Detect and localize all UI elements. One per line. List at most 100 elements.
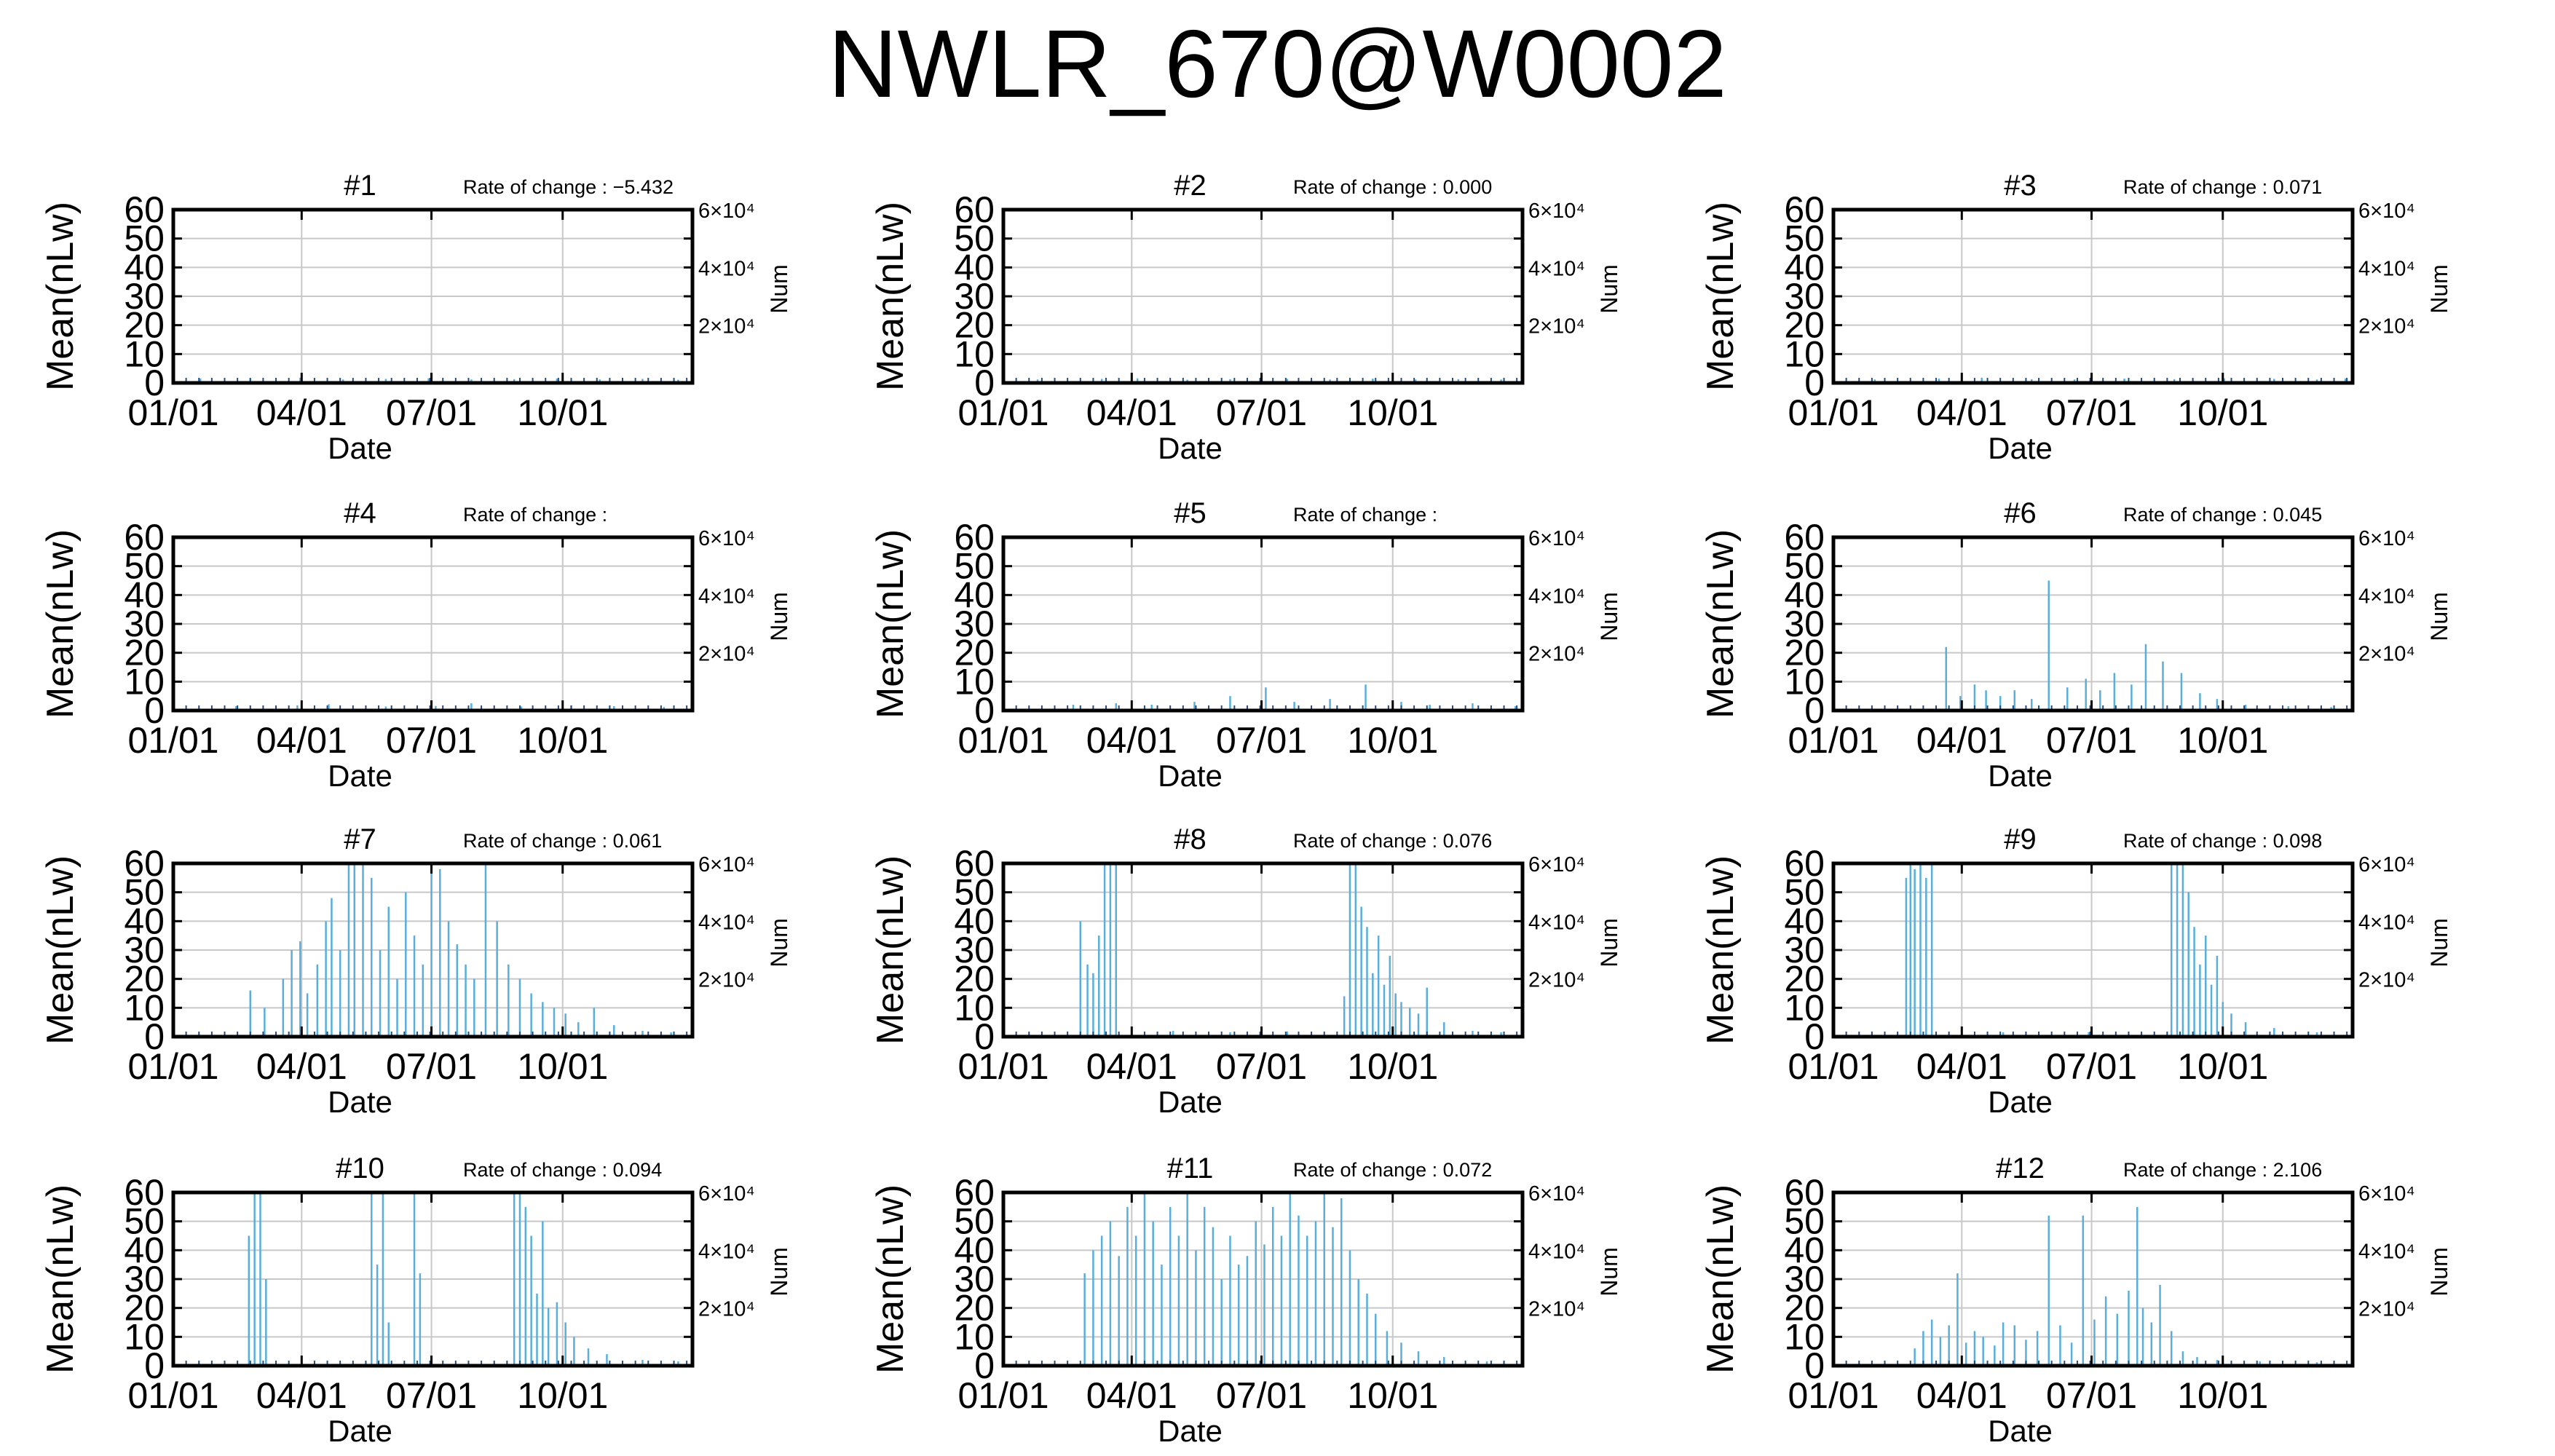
x-axis-label: Date (1988, 431, 2053, 465)
y-tick-label: 10 (124, 661, 165, 702)
rate-of-change: Rate of change : 0.072 (1293, 1159, 1492, 1181)
x-axis-label: Date (328, 1085, 392, 1119)
y2-tick-label: 4×10⁴ (2358, 1240, 2415, 1263)
y2-tick-label: 2×10⁴ (698, 643, 755, 666)
y-tick-label: 60 (954, 1172, 995, 1213)
x-tick-label: 10/01 (517, 1046, 608, 1087)
panel-title: #11 (1167, 1152, 1214, 1184)
panel-title: #2 (1174, 170, 1207, 202)
y-tick-label: 60 (124, 843, 165, 884)
y2-tick-label: 2×10⁴ (1528, 1298, 1585, 1321)
y2-axis-label: Num (1596, 592, 1622, 641)
y-tick-label: 40 (124, 247, 165, 288)
y-tick-label: 60 (1784, 843, 1825, 884)
y-axis-label: Mean(nLw) (869, 855, 912, 1045)
data-bars (1845, 580, 2348, 711)
y-tick-label: 10 (954, 661, 995, 702)
panel-title: #7 (344, 823, 376, 855)
panel-title: #12 (1996, 1152, 2045, 1184)
x-tick-label: 04/01 (1916, 1046, 2007, 1087)
x-tick-label: 07/01 (1216, 720, 1307, 761)
y-tick-label: 10 (1784, 333, 1825, 374)
y-tick-label: 30 (954, 604, 995, 644)
rate-of-change: Rate of change : 0.045 (2123, 504, 2322, 526)
y-tick-label: 40 (124, 901, 165, 941)
x-axis-label: Date (328, 759, 392, 793)
y2-tick-label: 6×10⁴ (698, 527, 755, 550)
y2-axis-label: Num (766, 264, 792, 314)
y2-tick-label: 4×10⁴ (2358, 911, 2415, 934)
panel-title: #10 (336, 1152, 384, 1184)
x-axis-label: Date (1988, 1085, 2053, 1119)
x-tick-label: 04/01 (1086, 720, 1177, 761)
y2-tick-label: 2×10⁴ (2358, 969, 2415, 992)
panel-title: #6 (2004, 497, 2037, 529)
x-axis-label: Date (328, 1414, 392, 1448)
y-tick-label: 20 (1784, 959, 1825, 1000)
y-axis-label: Mean(nLw) (1699, 202, 1742, 391)
y-tick-label: 10 (1784, 661, 1825, 702)
y-tick-label: 0 (1804, 690, 1825, 731)
y-tick-label: 10 (954, 1316, 995, 1357)
x-tick-label: 10/01 (517, 1375, 608, 1416)
y-tick-label: 0 (144, 690, 165, 731)
y-tick-label: 20 (1784, 1288, 1825, 1329)
y-axis-label: Mean(nLw) (869, 529, 912, 719)
y2-tick-label: 4×10⁴ (698, 1240, 755, 1263)
y-tick-label: 20 (954, 305, 995, 346)
panel-title: #8 (1174, 823, 1207, 855)
y-tick-label: 10 (1784, 987, 1825, 1028)
y2-tick-label: 2×10⁴ (1528, 643, 1585, 666)
rate-of-change: Rate of change : 0.000 (1293, 176, 1492, 198)
y-tick-label: 50 (124, 872, 165, 913)
y2-tick-label: 4×10⁴ (698, 585, 755, 608)
x-tick-label: 04/01 (256, 720, 347, 761)
rate-of-change: Rate of change : 0.061 (463, 830, 662, 852)
rate-of-change: Rate of change : 0.094 (463, 1159, 662, 1181)
y-tick-label: 50 (1784, 546, 1825, 587)
x-tick-label: 04/01 (1086, 392, 1177, 433)
y-tick-label: 40 (1784, 574, 1825, 615)
x-tick-label: 10/01 (1347, 720, 1438, 761)
y-axis-label: Mean(nLw) (39, 855, 82, 1045)
x-tick-label: 01/01 (957, 1046, 1049, 1087)
y-tick-label: 50 (1784, 1201, 1825, 1242)
x-tick-label: 01/01 (127, 720, 218, 761)
x-tick-label: 07/01 (386, 720, 477, 761)
y-tick-label: 0 (144, 1345, 165, 1386)
y2-tick-label: 4×10⁴ (1528, 1240, 1585, 1263)
y-tick-label: 50 (954, 872, 995, 913)
y-tick-label: 50 (124, 1201, 165, 1242)
y2-tick-label: 2×10⁴ (2358, 315, 2415, 339)
y-tick-label: 30 (124, 276, 165, 317)
y2-tick-label: 6×10⁴ (2358, 853, 2415, 877)
y2-axis-label: Num (1596, 1247, 1622, 1297)
x-tick-label: 10/01 (517, 720, 608, 761)
y-tick-label: 60 (124, 517, 165, 558)
y-tick-label: 30 (124, 1259, 165, 1299)
page-title: NWLR_670@W0002 (828, 10, 1727, 117)
y-tick-label: 30 (954, 930, 995, 970)
y-tick-label: 50 (124, 546, 165, 587)
y-tick-label: 40 (954, 574, 995, 615)
data-bars (1015, 863, 1518, 1037)
x-tick-label: 07/01 (1216, 1046, 1307, 1087)
y-tick-label: 30 (1784, 604, 1825, 644)
x-tick-label: 07/01 (2046, 720, 2137, 761)
y2-axis-label: Num (766, 1247, 792, 1297)
x-tick-label: 01/01 (1788, 1046, 1879, 1087)
y-tick-label: 20 (1784, 305, 1825, 346)
x-tick-label: 04/01 (256, 1046, 347, 1087)
y-tick-label: 20 (1784, 633, 1825, 673)
y-tick-label: 40 (1784, 247, 1825, 288)
x-tick-label: 07/01 (2046, 1375, 2137, 1416)
y-tick-label: 20 (954, 959, 995, 1000)
y2-axis-label: Num (1596, 264, 1622, 314)
rate-of-change: Rate of change : (463, 504, 607, 526)
x-tick-label: 04/01 (1916, 1375, 2007, 1416)
x-tick-label: 01/01 (127, 1046, 218, 1087)
